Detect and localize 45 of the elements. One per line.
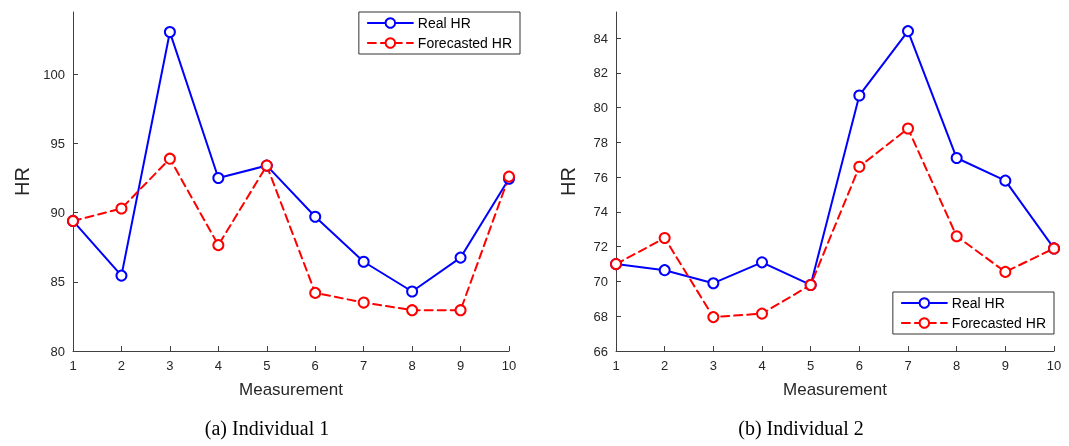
x-tick-label: 1 xyxy=(612,358,620,373)
x-tick-label: 3 xyxy=(709,358,717,373)
y-tick-label: 90 xyxy=(50,205,65,221)
x-tick-label: 9 xyxy=(456,358,465,373)
y-tick-label: 95 xyxy=(50,135,65,151)
y-axis-title: HR xyxy=(11,167,34,196)
y-tick-label: 100 xyxy=(43,66,65,82)
x-tick-label: 2 xyxy=(117,358,126,373)
legend-label: Forecasted HR xyxy=(417,35,513,51)
y-tick-label: 80 xyxy=(50,343,65,359)
y-axis-title: HR xyxy=(557,167,579,196)
x-tick-label: 10 xyxy=(501,358,517,373)
y-tick-label: 78 xyxy=(593,134,608,150)
x-tick-label: 7 xyxy=(904,358,912,373)
y-tick-label: 68 xyxy=(593,308,608,324)
x-tick-label: 4 xyxy=(758,358,766,373)
x-tick-label: 6 xyxy=(855,358,863,373)
legend-label: Real HR xyxy=(417,15,471,31)
y-tick-label: 85 xyxy=(50,274,65,290)
x-tick-label: 8 xyxy=(408,358,416,373)
legend-label: Forecasted HR xyxy=(951,315,1047,331)
x-axis-title: Measurement xyxy=(239,380,344,399)
y-tick-label: 76 xyxy=(593,169,608,185)
y-tick-label: 84 xyxy=(593,30,608,46)
y-tick-label: 80 xyxy=(593,100,608,116)
legend-label: Real HR xyxy=(951,295,1005,311)
x-tick-label: 7 xyxy=(360,358,368,373)
y-tick-label: 72 xyxy=(593,239,608,255)
x-tick-label: 1 xyxy=(69,358,77,373)
text: (b) Individual 2 xyxy=(738,417,864,440)
x-tick-label: 5 xyxy=(807,358,815,373)
x-tick-label: 9 xyxy=(1001,358,1009,373)
x-tick-label: 10 xyxy=(1046,358,1062,373)
x-tick-label: 3 xyxy=(166,358,174,373)
text: (a) Individual 1 xyxy=(204,417,330,440)
x-tick-label: 2 xyxy=(661,358,669,373)
y-tick-label: 66 xyxy=(593,343,608,359)
x-tick-label: 8 xyxy=(953,358,961,373)
y-tick-label: 82 xyxy=(593,65,608,81)
x-tick-label: 6 xyxy=(311,358,319,373)
x-axis-title: Measurement xyxy=(783,380,888,399)
y-tick-label: 74 xyxy=(593,204,608,220)
x-tick-label: 5 xyxy=(263,358,271,373)
y-tick-label: 70 xyxy=(593,273,608,289)
x-tick-label: 4 xyxy=(214,358,222,373)
